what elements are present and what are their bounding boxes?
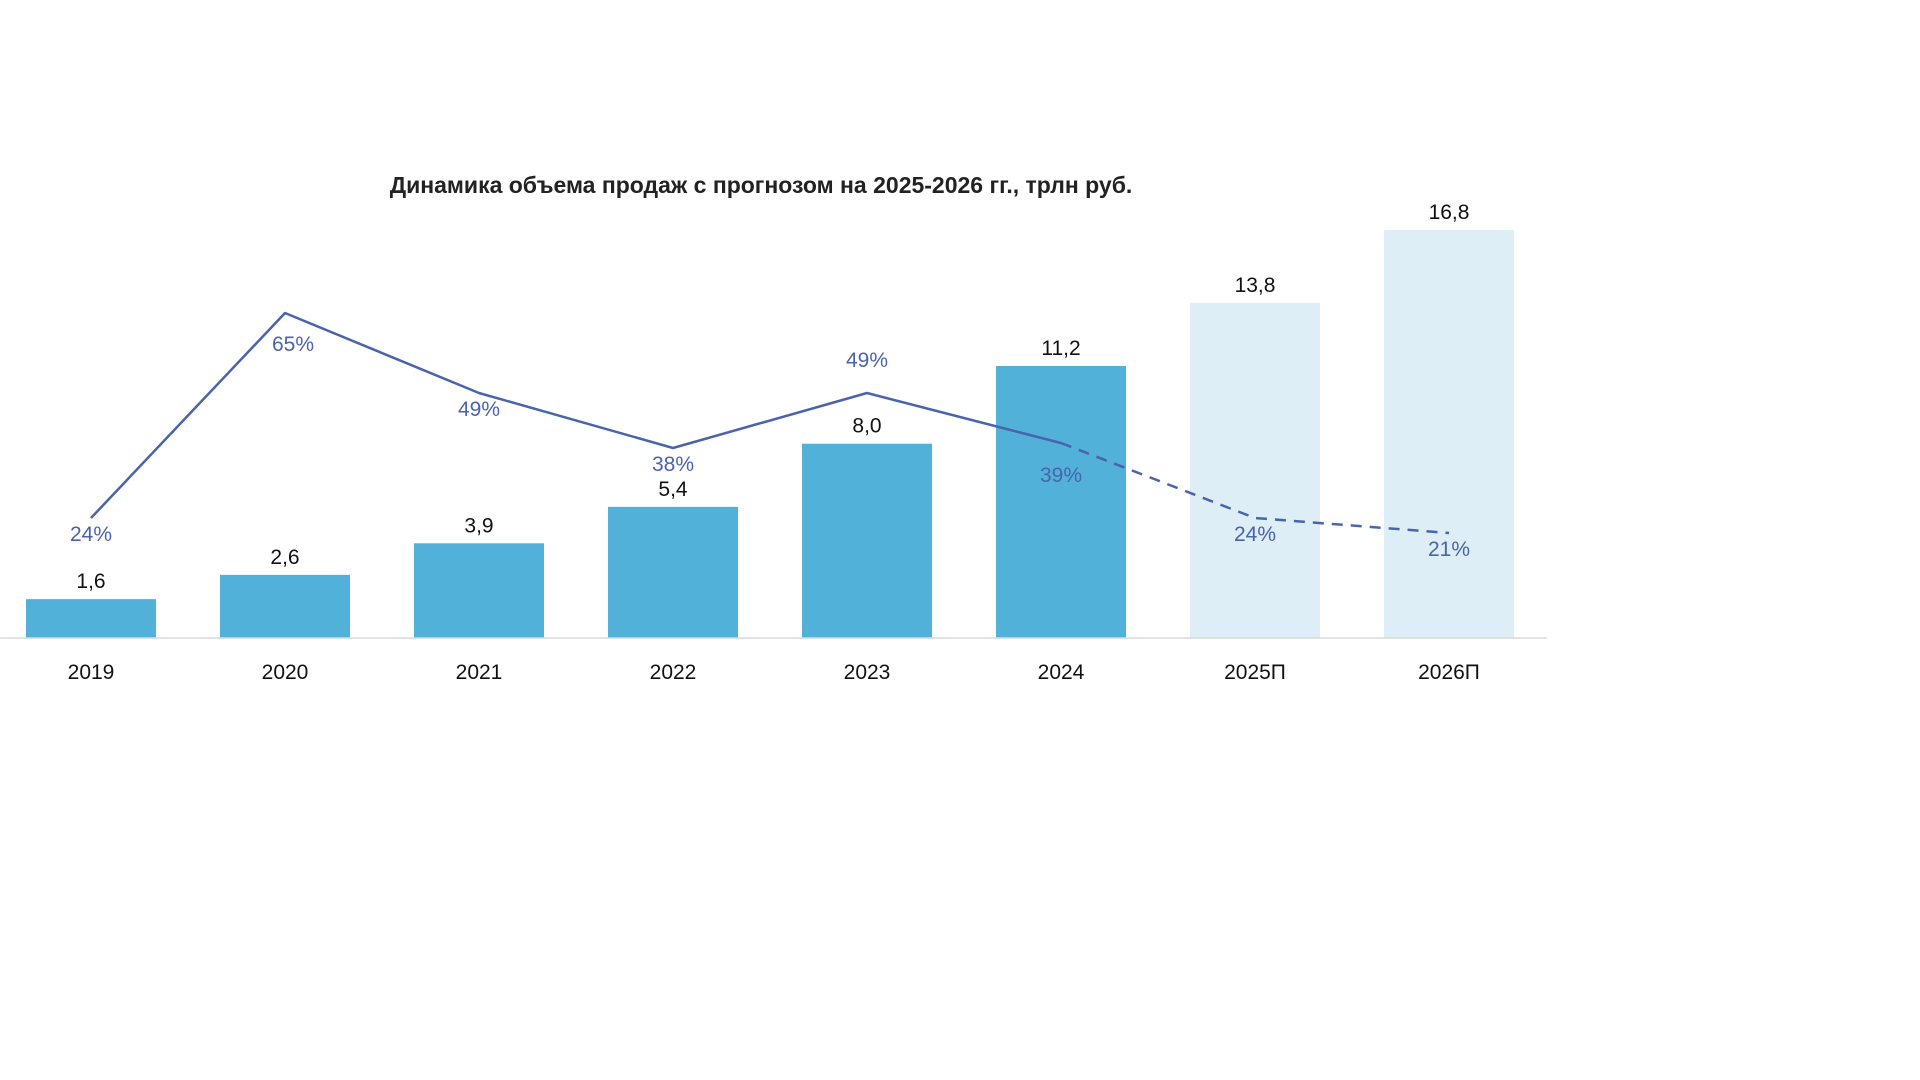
growth-percent-labels: 24% 65% 49% 38% 49% 39% 24% 21% [70, 333, 1470, 561]
x-tick-label: 2023 [844, 661, 891, 684]
bar-2020 [220, 574, 350, 638]
growth-percent-label: 24% [70, 523, 112, 546]
growth-percent-label: 49% [846, 349, 888, 372]
bar-value-label: 13,8 [1235, 274, 1276, 297]
bars-layer [26, 230, 1514, 638]
bar-value-labels: 1,6 2,6 3,9 5,4 8,0 11,2 13,8 16,8 [76, 201, 1469, 593]
bar-value-label: 2,6 [270, 546, 299, 569]
bar-2021 [414, 543, 544, 638]
bar-2022 [608, 506, 738, 638]
bar-value-label: 11,2 [1041, 337, 1080, 360]
bar-value-label: 16,8 [1429, 201, 1470, 224]
growth-percent-label: 38% [652, 453, 694, 476]
x-tick-label: 2026П [1418, 661, 1480, 684]
bar-2024 [996, 366, 1126, 638]
bar-2026П [1384, 230, 1514, 638]
bar-value-label: 8,0 [852, 415, 881, 438]
bar-2023 [802, 443, 932, 638]
bar-2025П [1190, 302, 1320, 638]
growth-line-layer [90, 311, 1450, 535]
growth-percent-label: 65% [272, 333, 314, 356]
growth-percent-label: 21% [1428, 538, 1470, 561]
x-tick-label: 2025П [1224, 661, 1286, 684]
growth-line-actual [90, 311, 1062, 519]
x-tick-label: 2022 [650, 661, 697, 684]
growth-percent-label: 49% [458, 398, 500, 421]
x-axis-ticks: 2019 2020 2021 2022 2023 2024 2025П 2026П [68, 661, 1480, 684]
bar-value-label: 5,4 [658, 478, 688, 501]
bar-value-label: 3,9 [464, 514, 493, 537]
bar-value-label: 1,6 [76, 570, 105, 593]
x-tick-label: 2019 [68, 661, 115, 684]
growth-percent-label: 39% [1040, 464, 1082, 487]
x-tick-label: 2020 [262, 661, 309, 684]
bar-2019 [26, 599, 156, 638]
chart-title: Динамика объема продаж с прогнозом на 20… [390, 172, 1133, 198]
x-tick-label: 2024 [1038, 661, 1085, 684]
growth-percent-label: 24% [1234, 523, 1276, 546]
sales-dynamics-chart: Динамика объема продаж с прогнозом на 20… [0, 172, 1547, 684]
x-tick-label: 2021 [456, 661, 503, 684]
